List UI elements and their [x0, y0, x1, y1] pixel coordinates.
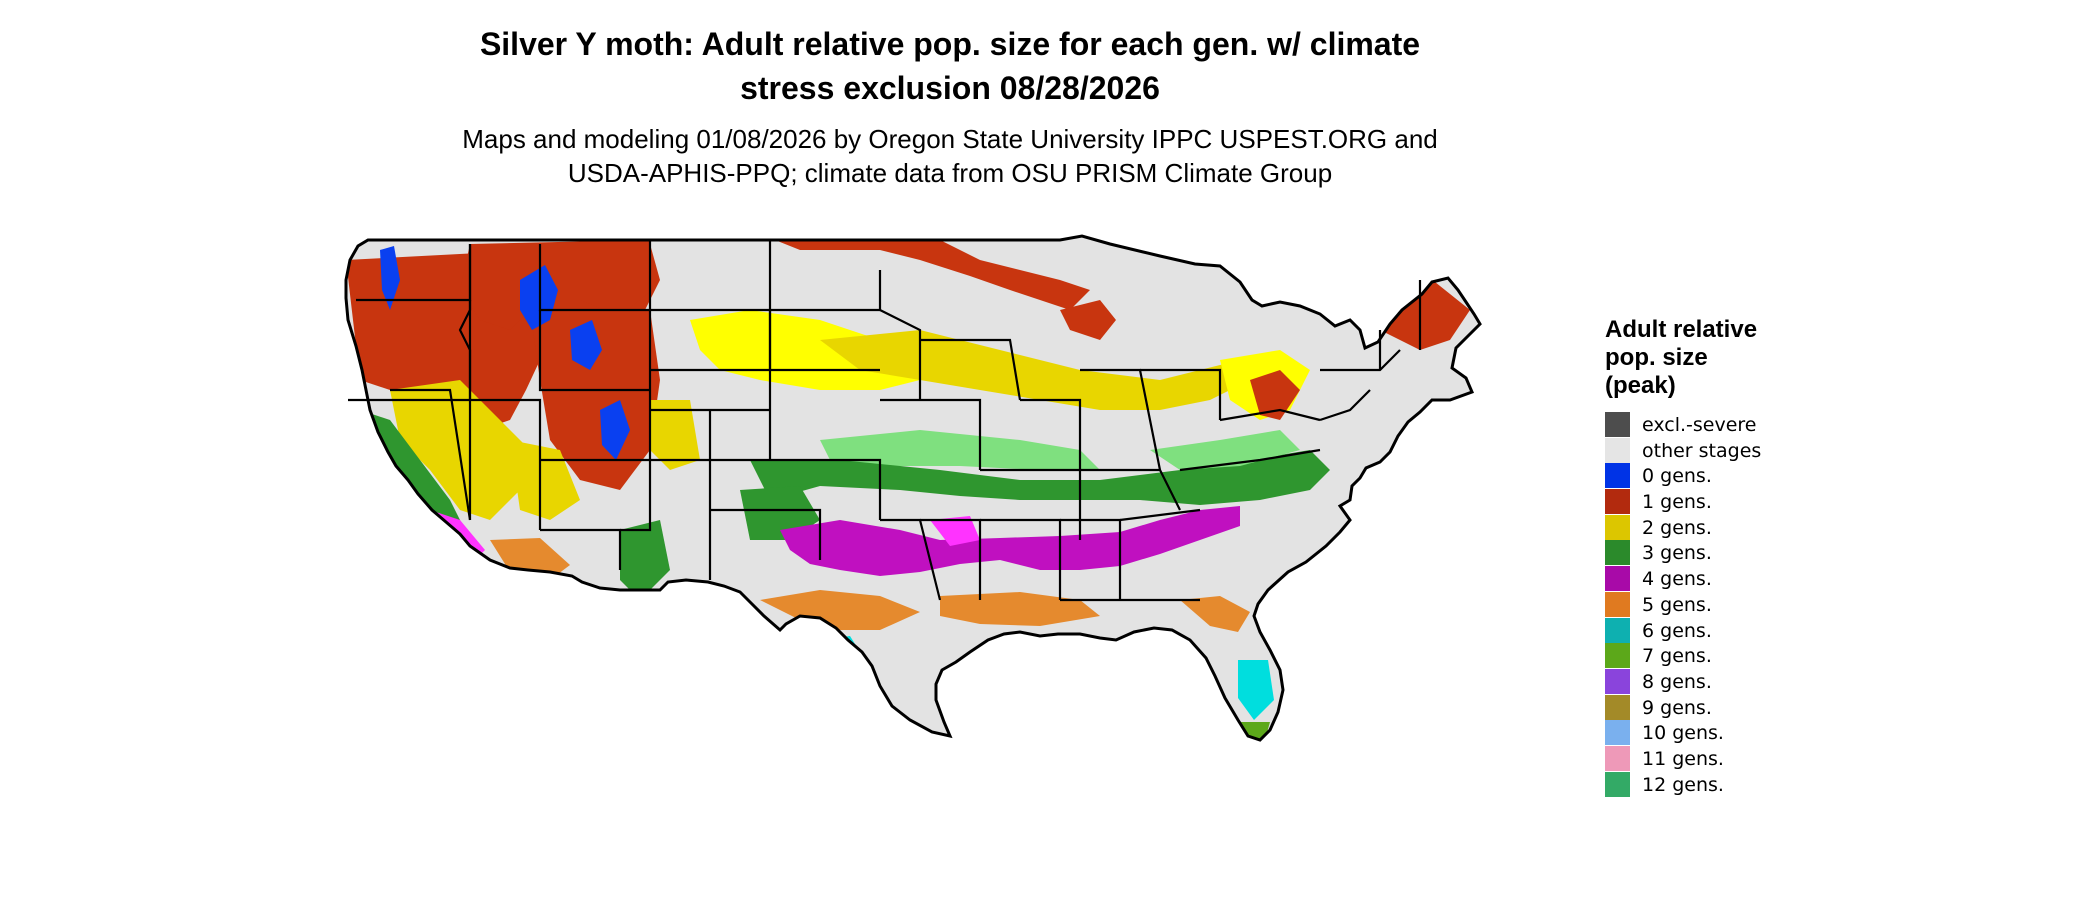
legend-label: 7 gens. — [1642, 645, 1712, 668]
legend-swatch — [1605, 694, 1630, 720]
zone-wyoming-colorado-1gen — [530, 310, 660, 490]
legend-label: excl.-severe — [1642, 414, 1757, 436]
legend-items: excl.-severe other stages 0 gens. 1 gens. 2 … — [1605, 412, 1845, 797]
legend-label: 0 gens. — [1642, 465, 1712, 488]
zone-cascades-0gen — [380, 246, 400, 310]
zone-north-woods-1gen — [775, 240, 1090, 310]
legend-item: 5 gens. — [1605, 591, 1845, 618]
subtitle-line-1: Maps and modeling 01/08/2026 by Oregon S… — [462, 124, 1438, 154]
legend-label: 1 gens. — [1642, 491, 1712, 514]
legend-swatch — [1605, 771, 1630, 797]
legend-swatch — [1605, 591, 1630, 617]
legend-swatch — [1605, 643, 1630, 669]
legend-title-line: pop. size — [1605, 344, 1708, 371]
legend-swatch — [1605, 489, 1630, 515]
legend-label: other stages — [1642, 439, 1762, 462]
legend-label: 4 gens. — [1642, 568, 1712, 591]
zone-rockies-0gen-b — [570, 320, 602, 370]
legend-item: 7 gens. — [1605, 643, 1845, 669]
legend-item: 9 gens. — [1605, 694, 1845, 721]
legend-title-line: (peak) — [1605, 372, 1676, 399]
legend-swatch — [1605, 514, 1630, 540]
zone-cornbelt-2gen — [820, 330, 1250, 410]
zone-new-mexico-3gen — [620, 520, 670, 600]
zone-appalachia-1gen — [1250, 370, 1300, 420]
zone-rockies-0gen-c — [600, 400, 630, 460]
zone-midsouth-3gen-light — [820, 430, 1100, 470]
legend-swatch — [1605, 745, 1630, 771]
map-legend: Adult relative pop. size (peak) excl.-se… — [1605, 316, 1845, 797]
legend-item: 4 gens. — [1605, 566, 1845, 592]
legend-label: 2 gens. — [1642, 516, 1712, 539]
legend-label: 6 gens. — [1642, 619, 1712, 642]
subtitle-line-2: USDA-APHIS-PPQ; climate data from OSU PR… — [567, 158, 1333, 188]
zone-gulf-4gen — [780, 506, 1240, 576]
zone-california-3gen — [360, 410, 470, 540]
legend-item: 11 gens. — [1605, 745, 1845, 772]
legend-swatch — [1605, 566, 1630, 592]
legend-item: excl.-severe — [1605, 412, 1845, 438]
zone-south-florida-6gen — [1238, 660, 1274, 720]
title-line-1: Silver Y moth: Adult relative pop. size … — [479, 26, 1421, 62]
legend-label: 5 gens. — [1642, 593, 1712, 616]
zone-idaho-montana-1gen — [460, 240, 652, 330]
legend-title: Adult relative pop. size (peak) — [1605, 316, 1845, 400]
legend-swatch — [1605, 668, 1630, 694]
us-map — [320, 220, 1580, 900]
state-boundaries — [348, 240, 1422, 602]
zone-midsouth-3gen — [750, 450, 1330, 505]
us-map-svg — [344, 234, 1482, 742]
zone-gulf-4gen-light — [930, 516, 980, 546]
legend-item: 6 gens. — [1605, 617, 1845, 644]
legend-swatch — [1605, 412, 1630, 437]
legend-label: 12 gens. — [1642, 773, 1724, 796]
legend-label: 10 gens. — [1642, 722, 1724, 745]
legend-item: 8 gens. — [1605, 668, 1845, 695]
legend-item: 3 gens. — [1605, 540, 1845, 566]
zone-florida-north-5gen — [1180, 596, 1250, 632]
legend-swatch — [1605, 540, 1630, 566]
legend-item: 12 gens. — [1605, 771, 1845, 798]
legend-label: 11 gens. — [1642, 747, 1724, 770]
legend-swatch — [1605, 617, 1630, 643]
legend-label: 8 gens. — [1642, 670, 1712, 693]
legend-swatch — [1605, 437, 1630, 463]
legend-item: 1 gens. — [1605, 489, 1845, 515]
page-title: Silver Y moth: Adult relative pop. size … — [330, 22, 1570, 110]
page-subtitle: Maps and modeling 01/08/2026 by Oregon S… — [330, 122, 1570, 190]
zone-michigan-1gen — [1060, 300, 1116, 340]
zone-oklahoma-3gen — [740, 486, 820, 540]
legend-label: 3 gens. — [1642, 542, 1712, 565]
legend-item: 10 gens. — [1605, 720, 1845, 746]
legend-item: 2 gens. — [1605, 514, 1845, 541]
legend-swatch — [1605, 720, 1630, 746]
zone-colorado-east-2gen — [650, 400, 700, 470]
legend-item: other stages — [1605, 437, 1845, 464]
legend-label: 9 gens. — [1642, 696, 1712, 719]
title-line-2: stress exclusion 08/28/2026 — [740, 70, 1160, 106]
legend-title-line: Adult relative — [1605, 316, 1758, 343]
legend-swatch — [1605, 463, 1630, 489]
legend-item: 0 gens. — [1605, 463, 1845, 489]
